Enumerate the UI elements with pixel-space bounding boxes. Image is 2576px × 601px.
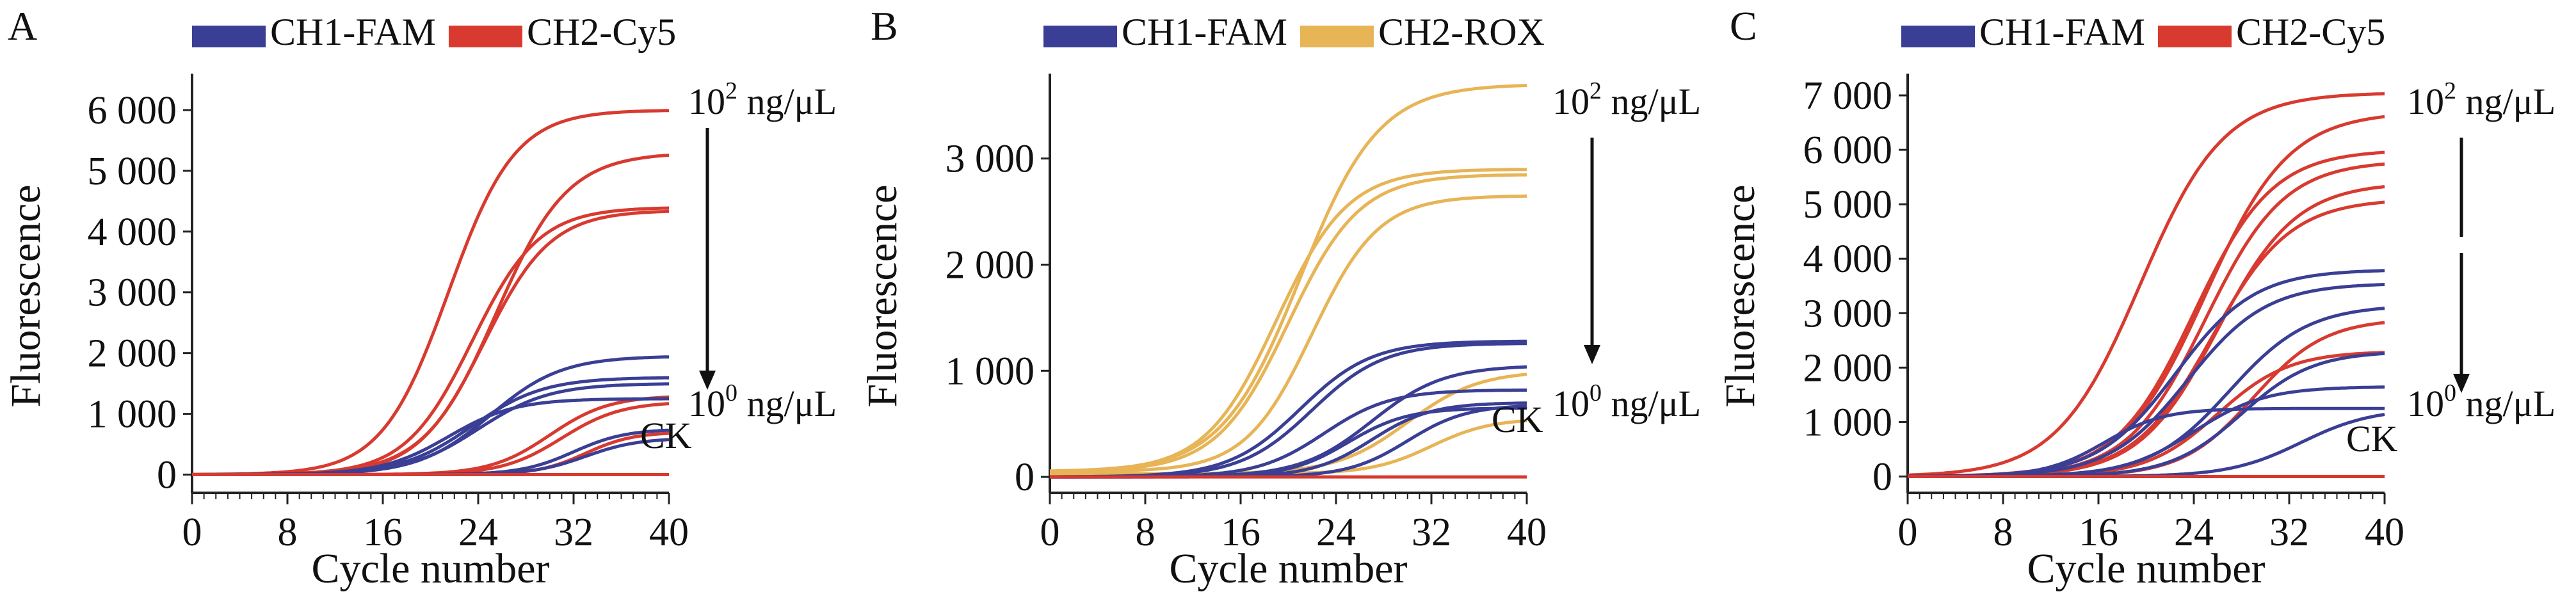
legend-swatch [1043, 26, 1117, 47]
concentration-high-label: 102 ng/μL [1552, 77, 1701, 122]
x-tick-label: 32 [2269, 511, 2309, 554]
legend-label: CH1-FAM [270, 11, 436, 53]
ck-label: CK [1492, 399, 1543, 440]
y-tick-label: 7 000 [1803, 74, 1893, 118]
series-line-ch2-cy5 [1907, 92, 2385, 477]
panel-letter: C [1730, 3, 1757, 49]
concentration-low-label: 100 ng/μL [2407, 380, 2556, 424]
legend-label: CH2-Cy5 [2236, 11, 2385, 53]
x-tick-label: 8 [1136, 511, 1155, 554]
legend-label: CH1-FAM [1122, 11, 1287, 53]
concentration-high-label: 102 ng/μL [688, 77, 837, 122]
x-axis-title: Cycle number [1169, 545, 1407, 592]
panel-c: C CH1-FAM CH2-Cy5 0 1 000 2 000 3 000 4 000 5 00… [1717, 3, 2556, 592]
y-tick-label: 3 000 [88, 271, 177, 315]
dilution-arrow-head [699, 371, 716, 390]
dilution-arrow-head [2453, 374, 2470, 393]
x-tick-label: 16 [363, 511, 403, 554]
x-tick-label: 32 [1412, 511, 1451, 554]
y-tick-label: 6 000 [88, 89, 177, 132]
y-tick-label: 2 000 [1803, 346, 1893, 390]
concentration-low-label: 100 ng/μL [1552, 380, 1701, 424]
y-tick-label: 5 000 [1803, 183, 1893, 227]
ck-label: CK [2346, 418, 2398, 460]
y-tick-label: 3 000 [1803, 292, 1893, 335]
legend-label: CH1-FAM [1979, 11, 2145, 53]
x-tick-label: 24 [2174, 511, 2214, 554]
legend-label: CH2-ROX [1378, 11, 1545, 53]
x-axis-title: Cycle number [2027, 545, 2265, 592]
y-tick-label: 0 [157, 454, 177, 497]
y-tick-label: 6 000 [1803, 129, 1893, 172]
panel-a: A CH1-FAM CH2-Cy5 0 1 000 2 000 3 000 4 000 5 00… [3, 3, 837, 592]
x-tick-label: 0 [182, 511, 202, 554]
concentration-low-label: 100 ng/μL [688, 380, 837, 424]
x-tick-label: 0 [1898, 511, 1918, 554]
dilution-arrow-head [1584, 345, 1600, 364]
x-tick-label: 40 [2365, 511, 2404, 554]
series-line-ch1-fam [1908, 307, 2385, 478]
series-line-ch1-fam [1908, 283, 2385, 478]
series-line-ch2-cy5 [192, 153, 670, 476]
y-axis-title: Fluorescence [859, 184, 906, 407]
legend-label: CH2-Cy5 [527, 11, 676, 53]
y-axis-title: Fluorescence [3, 184, 49, 407]
x-tick-label: 8 [278, 511, 298, 554]
x-tick-label: 24 [458, 511, 498, 554]
y-tick-label: 5 000 [88, 150, 177, 193]
series-line-ch2-rox [1050, 173, 1527, 473]
panel-b: B CH1-FAM CH2-ROX 0 1 000 2 000 3 000 0 8 16 24 32 4… [859, 3, 1701, 592]
legend-swatch [2157, 26, 2232, 47]
concentration-high-label: 102 ng/μL [2407, 77, 2556, 122]
y-tick-label: 4 000 [1803, 237, 1893, 281]
series-line-ch2-cy5 [1908, 162, 2385, 478]
y-tick-label: 2 000 [88, 332, 177, 376]
legend-swatch [192, 26, 266, 47]
x-tick-label: 24 [1316, 511, 1356, 554]
ck-label: CK [640, 415, 692, 456]
x-tick-label: 16 [2079, 511, 2118, 554]
y-tick-label: 0 [1872, 455, 1892, 499]
series-line-ch1-fam [1908, 269, 2385, 478]
x-tick-label: 40 [649, 511, 689, 554]
y-axis-title: Fluorescence [1717, 184, 1764, 407]
x-tick-label: 16 [1221, 511, 1260, 554]
series-line-ch2-rox [1050, 194, 1527, 474]
x-axis-title: Cycle number [311, 545, 549, 592]
series-line-ch2-rox [1049, 84, 1527, 473]
y-tick-label: 1 000 [1803, 401, 1893, 444]
series-line-ch2-cy5 [192, 395, 670, 476]
legend-swatch [448, 26, 522, 47]
y-tick-label: 3 000 [946, 138, 1035, 181]
y-tick-label: 1 000 [946, 349, 1035, 393]
panel-letter: A [8, 3, 37, 49]
y-tick-label: 2 000 [946, 243, 1035, 287]
series-line-ch2-rox [1050, 373, 1527, 476]
series-line-ch1-fam [192, 376, 669, 476]
y-tick-label: 4 000 [88, 211, 177, 254]
panel-letter: B [871, 3, 898, 49]
legend-swatch [1300, 26, 1374, 47]
y-tick-label: 0 [1015, 456, 1034, 499]
legend-swatch [1901, 26, 1975, 47]
x-tick-label: 40 [1507, 511, 1547, 554]
x-tick-label: 0 [1040, 511, 1060, 554]
x-tick-label: 32 [554, 511, 593, 554]
y-tick-label: 1 000 [88, 393, 177, 437]
x-tick-label: 8 [1993, 511, 2013, 554]
